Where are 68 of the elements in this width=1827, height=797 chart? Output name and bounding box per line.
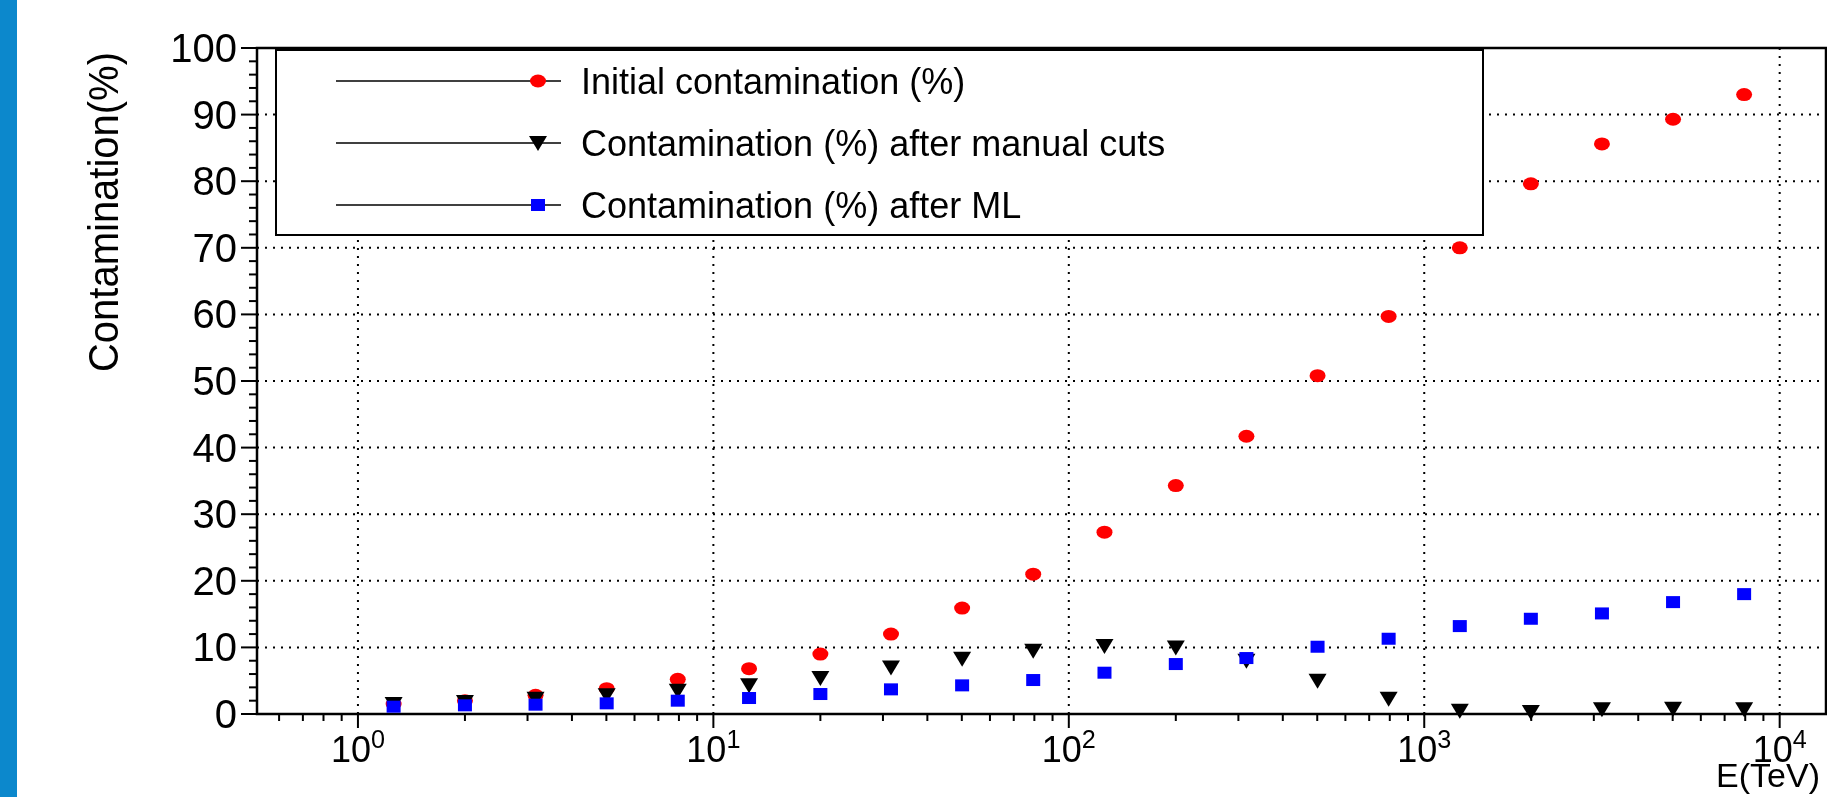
point: [742, 692, 757, 705]
point: [1523, 612, 1538, 625]
x-tick-label: 10$^{1}$: [686, 725, 741, 770]
point: [1381, 632, 1396, 645]
y-tick-label: 60: [192, 292, 237, 337]
point: [1097, 666, 1112, 679]
y-tick-label: 30: [192, 492, 237, 537]
point: [670, 694, 685, 707]
point: [812, 647, 829, 661]
point: [811, 671, 830, 687]
point: [1167, 479, 1184, 493]
point: [1239, 652, 1254, 665]
point: [1310, 640, 1325, 653]
point: [1666, 596, 1681, 609]
point: [1025, 567, 1042, 581]
point: [1308, 673, 1327, 689]
point: [1592, 702, 1611, 718]
point: [1026, 674, 1041, 687]
point: [1521, 705, 1540, 720]
point: [881, 660, 900, 676]
y-tick-label: 100: [170, 26, 237, 70]
y-axis-title: Contamination(%): [80, 35, 127, 372]
point: [1450, 703, 1469, 719]
point: [953, 651, 972, 667]
point: [1665, 112, 1682, 126]
point: [1238, 429, 1255, 443]
point: [669, 672, 686, 686]
point: [883, 683, 898, 696]
y-tick-label: 90: [192, 92, 237, 137]
point: [1168, 658, 1183, 671]
point: [1594, 607, 1609, 620]
legend-label: Initial contamination (%): [581, 61, 966, 102]
x-tick-label: 10$^{0}$: [330, 725, 385, 770]
point: [741, 662, 758, 676]
point: [1664, 701, 1683, 717]
y-tick-label: 20: [192, 558, 237, 603]
y-tick-label: 40: [192, 425, 237, 470]
point: [882, 627, 899, 641]
point: [1737, 588, 1752, 601]
point: [599, 697, 614, 710]
y-tick-label: 80: [192, 159, 237, 204]
y-tick-label: 0: [214, 692, 237, 736]
point: [1736, 88, 1753, 102]
point: [1096, 525, 1113, 539]
y-tick-label: 50: [192, 359, 237, 403]
point: [1309, 369, 1326, 383]
point: [955, 679, 970, 692]
point: [1024, 643, 1043, 659]
x-tick-label: 10$^{2}$: [1041, 725, 1096, 770]
point: [1166, 640, 1185, 656]
point: [1380, 309, 1397, 323]
point: [1593, 137, 1610, 151]
point: [528, 698, 543, 711]
point: [1095, 639, 1114, 655]
y-tick-label: 10: [192, 625, 237, 670]
point: [954, 601, 971, 615]
legend-label: Contamination (%) after ML: [581, 185, 1022, 226]
point: [1451, 241, 1468, 255]
x-tick-label: 10$^{3}$: [1397, 725, 1452, 770]
point: [457, 699, 472, 712]
y-tick-label: 70: [192, 225, 237, 270]
point: [1379, 691, 1398, 707]
legend-label: Contamination (%) after manual cuts: [581, 123, 1166, 164]
point: [1522, 177, 1539, 191]
point: [813, 688, 828, 701]
point: [740, 678, 759, 694]
point: [1452, 620, 1467, 633]
point: [1735, 702, 1754, 718]
